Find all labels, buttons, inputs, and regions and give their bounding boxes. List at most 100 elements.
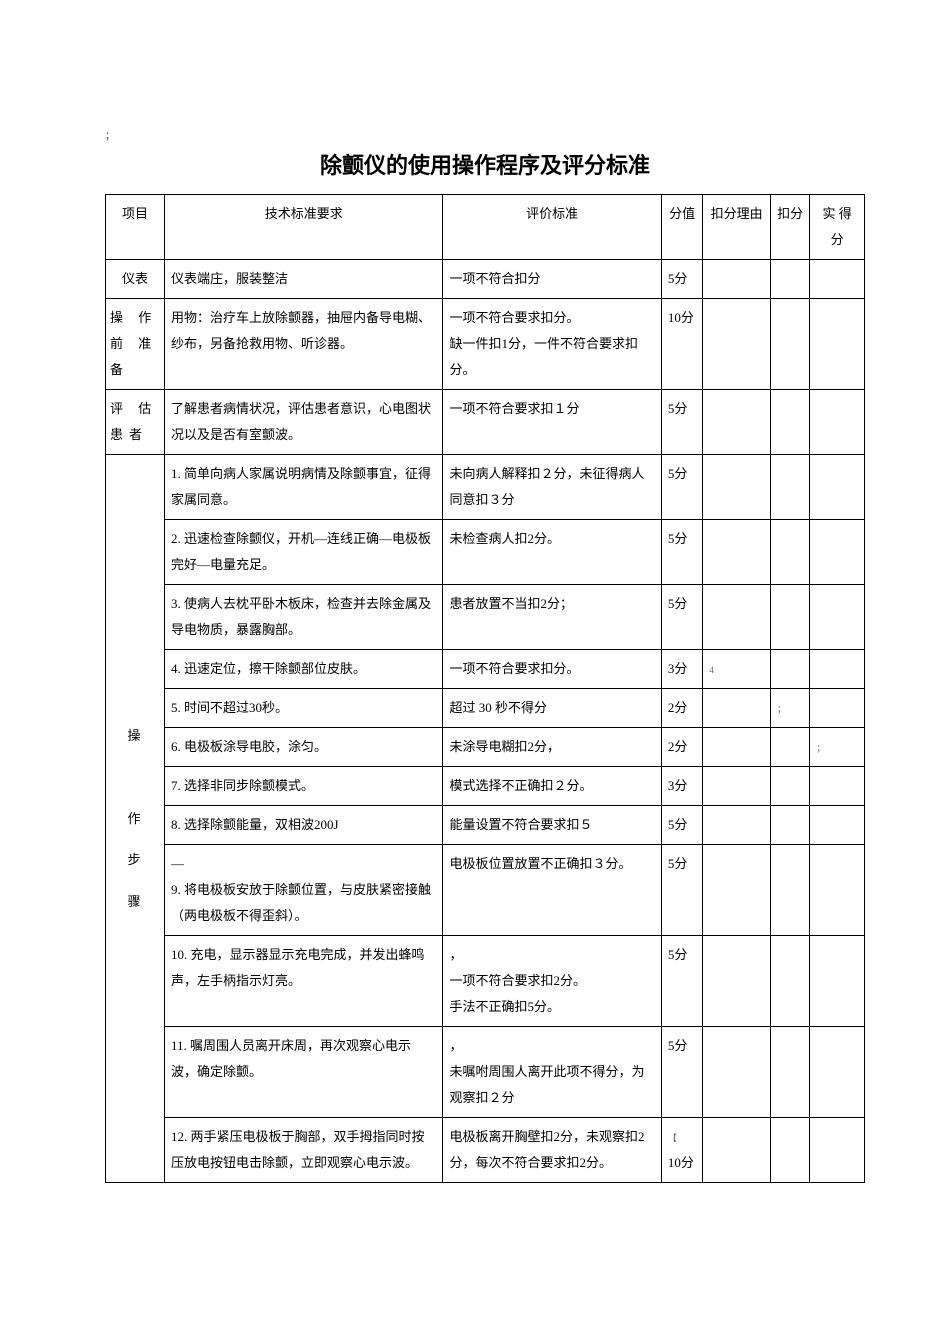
step-criteria: 超过 30 秒不得分 [443,689,661,728]
section-steps-label: 操 作 步 骤 [106,455,165,1183]
table-row: 3. 使病人去枕平卧木板床，检查并去除金属及导电物质，暴露胸部。患者放置不当扣2… [106,585,865,650]
step-deduct [771,520,810,585]
step-deduct [771,1027,810,1118]
step-actual [810,650,865,689]
step-score: 5分 [661,936,702,1027]
step-score: 【10分 [661,1118,702,1183]
step-score: 2分 [661,728,702,767]
table-row: 7. 选择非同步除颤模式。模式选择不正确扣２分。3分 [106,767,865,806]
assess-req: 了解患者病情状况，评估患者意识，心电图状况以及是否有室颤波。 [164,390,442,455]
header-actual: 实 得分 [810,195,865,260]
preop-criteria-text: 一项不符合要求扣分。 缺一件扣1分，一件不符合要求扣分。 [449,310,638,377]
step-criteria: 未向病人解释扣２分，未征得病人同意扣３分 [443,455,661,520]
step-reason [703,728,771,767]
step-actual [810,845,865,936]
header-requirement: 技术标准要求 [164,195,442,260]
step-req: 8. 选择除颤能量，双相波200J [164,806,442,845]
header-project: 项目 [106,195,165,260]
step-actual [810,1118,865,1183]
step-deduct [771,936,810,1027]
step-reason [703,455,771,520]
step-score: 5分 [661,585,702,650]
header-deduct: 扣分 [771,195,810,260]
step-req: 2. 迅速检查除颤仪，开机—连线正确—电极板完好—电量充足。 [164,520,442,585]
step-actual [810,689,865,728]
step-req: 3. 使病人去枕平卧木板床，检查并去除金属及导电物质，暴露胸部。 [164,585,442,650]
step-req: 12. 两手紧压电极板于胸部，双手拇指同时按压放电按钮电击除颤，立即观察心电示波… [164,1118,442,1183]
assess-deduct [771,390,810,455]
step-score: 5分 [661,455,702,520]
step-criteria: 未涂导电糊扣2分， [443,728,661,767]
appearance-actual [810,260,865,299]
step-deduct [771,845,810,936]
table-row: 8. 选择除颤能量，双相波200J能量设置不符合要求扣５5分 [106,806,865,845]
header-row: 项目 技术标准要求 评价标准 分值 扣分理由 扣分 实 得分 [106,195,865,260]
table-row: 操 作 步 骤1. 简单向病人家属说明病情及除颤事宜，征得家属同意。未向病人解释… [106,455,865,520]
step-deduct [771,767,810,806]
step-reason: 4 [703,650,771,689]
table-row: 2. 迅速检查除颤仪，开机—连线正确—电极板完好—电量充足。未检查病人扣2分。5… [106,520,865,585]
step-score: 2分 [661,689,702,728]
step-reason [703,936,771,1027]
step-criteria: 能量设置不符合要求扣５ [443,806,661,845]
step-actual [810,806,865,845]
step-reason [703,689,771,728]
step-actual [810,585,865,650]
step-req: 7. 选择非同步除颤模式。 [164,767,442,806]
step-deduct [771,650,810,689]
table-row: — 9. 将电极板安放于除颤位置，与皮肤紧密接触（两电极板不得歪斜）。电极板位置… [106,845,865,936]
preop-criteria: 一项不符合要求扣分。 缺一件扣1分，一件不符合要求扣分。 [443,299,661,390]
assess-reason [703,390,771,455]
preop-reason [703,299,771,390]
step-reason [703,1118,771,1183]
page-title: 除颤仪的使用操作程序及评分标准 [105,148,865,180]
section-preop-label: 操 作前 准备 [106,299,165,390]
step-deduct: ； [771,689,810,728]
section-assess-label: 评 估患者 [106,390,165,455]
appearance-score: 5分 [661,260,702,299]
step-reason [703,1027,771,1118]
step-criteria: 未检查病人扣2分。 [443,520,661,585]
step-criteria: 患者放置不当扣2分； [443,585,661,650]
header-criteria: 评价标准 [443,195,661,260]
step-deduct [771,1118,810,1183]
step-actual [810,1027,865,1118]
step-actual [810,767,865,806]
step-actual [810,455,865,520]
table-row: 4. 迅速定位，擦干除颤部位皮肤。一项不符合要求扣分。3分4 [106,650,865,689]
table-row: 12. 两手紧压电极板于胸部，双手拇指同时按压放电按钮电击除颤，立即观察心电示波… [106,1118,865,1183]
section-appearance-label: 仪表 [106,260,165,299]
step-score: 5分 [661,806,702,845]
step-actual [810,520,865,585]
step-criteria: ， 未嘱咐周围人离开此项不得分，为观察扣２分 [443,1027,661,1118]
step-score: 5分 [661,1027,702,1118]
step-criteria: 电极板离开胸壁扣2分，未观察扣2分，每次不符合要求扣2分。 [443,1118,661,1183]
page-corner-mark: ； [105,131,115,142]
step-reason [703,806,771,845]
table-row: 6. 电极板涂导电胶，涂匀。未涂导电糊扣2分，2分 ； [106,728,865,767]
assess-actual [810,390,865,455]
step-actual [810,936,865,1027]
preop-score: 10分 [661,299,702,390]
step-criteria: 一项不符合要求扣分。 [443,650,661,689]
step-criteria: 模式选择不正确扣２分。 [443,767,661,806]
table-row: 仪表 仪表端庄，服装整洁 一项不符合扣分 5分 [106,260,865,299]
step-actual: ； [810,728,865,767]
step-req: 5. 时间不超过30秒。 [164,689,442,728]
step-score: 5分 [661,845,702,936]
table-row: 评 估患者 了解患者病情状况，评估患者意识，心电图状况以及是否有室颤波。 一项不… [106,390,865,455]
table-row: 5. 时间不超过30秒。超过 30 秒不得分2分 ； [106,689,865,728]
scoring-table: 项目 技术标准要求 评价标准 分值 扣分理由 扣分 实 得分 仪表 仪表端庄，服… [105,194,865,1183]
step-score: 3分 [661,650,702,689]
table-row: 10. 充电，显示器显示充电完成，并发出蜂鸣声，左手柄指示灯亮。， 一项不符合要… [106,936,865,1027]
step-criteria: 电极板位置放置不正确扣３分。 [443,845,661,936]
preop-actual [810,299,865,390]
table-row: 操 作前 准备 用物：治疗车上放除颤器，抽屉内备导电糊、纱布，另备抢救用物、听诊… [106,299,865,390]
preop-deduct [771,299,810,390]
step-deduct [771,728,810,767]
step-criteria: ， 一项不符合要求扣2分。 手法不正确扣5分。 [443,936,661,1027]
step-req: 6. 电极板涂导电胶，涂匀。 [164,728,442,767]
step-reason [703,767,771,806]
step-deduct [771,806,810,845]
assess-criteria: 一项不符合要求扣１分 [443,390,661,455]
